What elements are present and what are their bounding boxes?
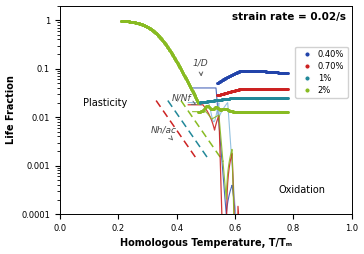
Legend: 0.40%, 0.70%, 1%, 2%: 0.40%, 0.70%, 1%, 2% bbox=[295, 46, 348, 98]
Y-axis label: Life Fraction: Life Fraction bbox=[5, 75, 16, 144]
Text: N/Nf: N/Nf bbox=[172, 93, 195, 104]
Text: Plasticity: Plasticity bbox=[83, 98, 127, 108]
X-axis label: Homologous Temperature, T/Tₘ: Homologous Temperature, T/Tₘ bbox=[120, 239, 292, 248]
Text: Oxidation: Oxidation bbox=[279, 185, 326, 195]
Text: Nh/ac: Nh/ac bbox=[150, 126, 176, 140]
Text: 1/D: 1/D bbox=[193, 59, 208, 75]
Text: strain rate = 0.02/s: strain rate = 0.02/s bbox=[232, 12, 346, 22]
